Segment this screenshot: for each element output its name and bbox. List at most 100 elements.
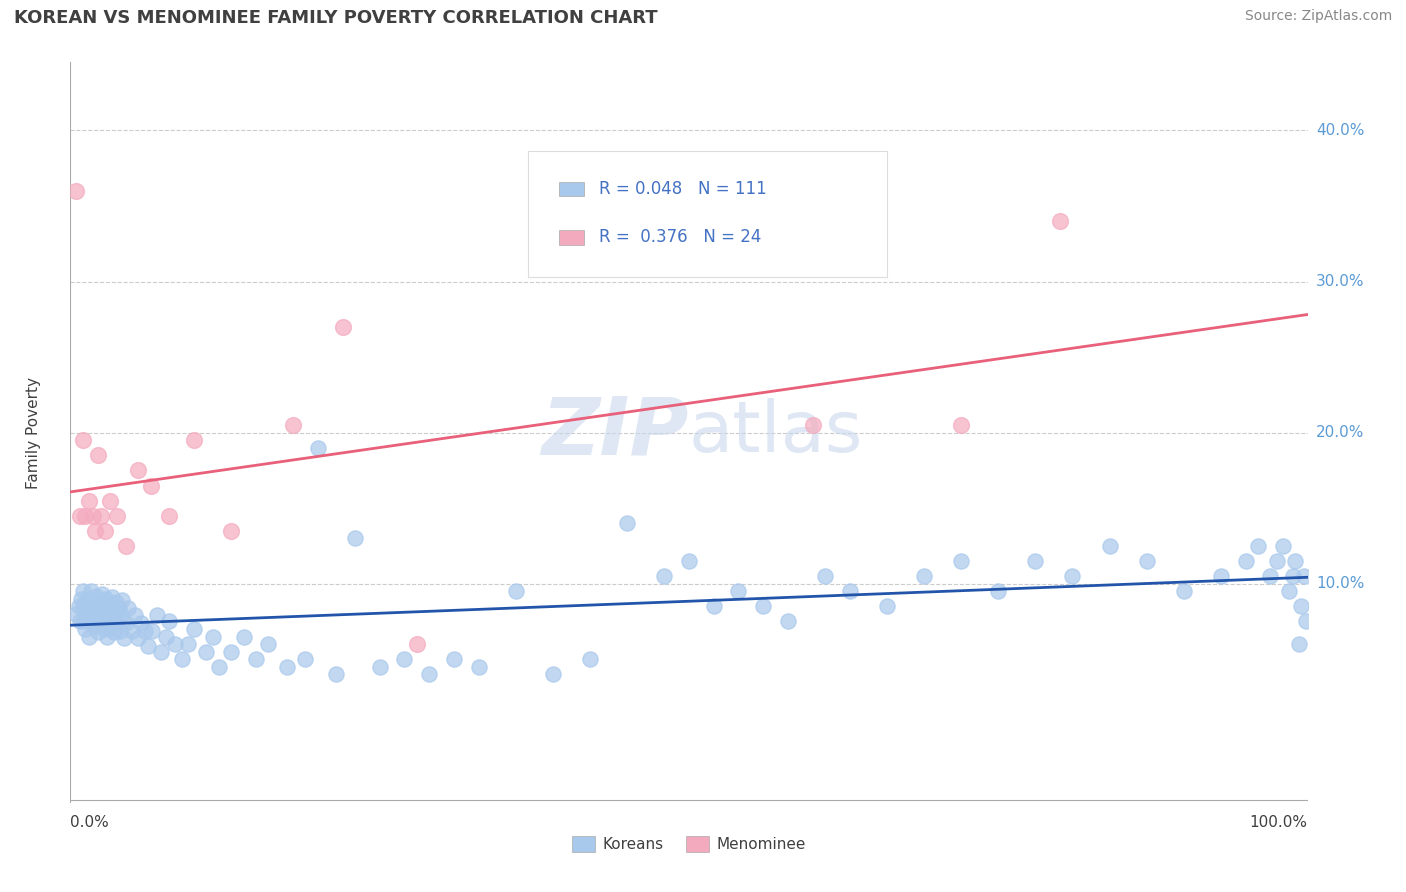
Point (541, 667, 564, 681)
Text: 20.0%: 20.0% (1316, 425, 1364, 440)
Point (276, 660, 298, 674)
Point (1288, 637, 1310, 651)
Point (111, 593, 134, 607)
Text: 0.0%: 0.0% (70, 815, 110, 830)
Point (752, 599, 775, 614)
Text: 40.0%: 40.0% (1316, 123, 1364, 138)
Point (1271, 539, 1294, 553)
Point (87, 610, 110, 624)
Point (139, 478, 162, 492)
Point (90, 617, 112, 632)
Point (115, 615, 138, 630)
Point (103, 625, 125, 640)
Point (121, 624, 143, 638)
Legend: Koreans, Menominee: Koreans, Menominee (565, 830, 813, 858)
Point (117, 600, 139, 615)
Point (814, 569, 837, 583)
Point (876, 599, 898, 614)
Point (1284, 554, 1306, 568)
Point (84, 604, 107, 618)
Text: 10.0%: 10.0% (1316, 576, 1364, 591)
Text: 30.0%: 30.0% (1316, 274, 1364, 289)
Point (69, 615, 91, 629)
Point (89, 595, 111, 609)
Point (86, 625, 108, 640)
Point (75, 622, 97, 636)
Point (987, 584, 1010, 599)
Point (98, 621, 121, 635)
Point (467, 660, 489, 674)
Point (232, 630, 254, 644)
Point (157, 508, 180, 523)
Point (104, 610, 127, 624)
Point (96, 591, 118, 606)
Point (84, 619, 107, 633)
Point (86, 448, 108, 462)
Point (110, 608, 132, 623)
Point (94, 607, 117, 621)
Point (1234, 554, 1257, 568)
Text: Family Poverty: Family Poverty (25, 376, 41, 489)
Point (112, 631, 135, 645)
FancyBboxPatch shape (560, 182, 583, 196)
Point (325, 667, 347, 681)
Point (83, 595, 105, 609)
Text: KOREAN VS MENOMINEE FAMILY POVERTY CORRELATION CHART: KOREAN VS MENOMINEE FAMILY POVERTY CORRE… (14, 9, 658, 27)
Point (219, 645, 242, 659)
Point (1292, 569, 1315, 583)
Point (195, 645, 218, 659)
Point (84, 589, 107, 603)
Point (65, 607, 87, 621)
Point (65, 184, 87, 198)
Point (97, 599, 120, 614)
Point (1281, 569, 1303, 583)
Point (1291, 599, 1313, 614)
Point (177, 637, 200, 651)
Point (101, 591, 124, 605)
Point (77, 615, 100, 629)
FancyBboxPatch shape (560, 230, 583, 244)
Point (96, 630, 118, 644)
Point (776, 615, 799, 629)
Point (157, 615, 180, 629)
Point (1265, 554, 1288, 568)
Point (1098, 539, 1121, 553)
Point (127, 463, 149, 477)
Point (69, 508, 91, 523)
Point (950, 418, 973, 433)
Point (105, 508, 128, 523)
Point (183, 433, 205, 447)
Point (72, 599, 94, 614)
Point (1247, 539, 1270, 553)
Point (96, 615, 118, 629)
Point (75, 508, 97, 523)
Point (1295, 615, 1317, 629)
Text: ZIP: ZIP (541, 393, 689, 472)
Point (149, 645, 172, 659)
Point (91, 587, 114, 601)
Point (76, 591, 98, 606)
Point (1062, 569, 1084, 583)
Point (801, 418, 824, 433)
Point (201, 630, 224, 644)
Point (75, 607, 97, 621)
Point (98, 493, 121, 508)
Point (141, 624, 163, 638)
Point (90, 602, 112, 616)
Point (77, 630, 100, 644)
Point (93, 622, 115, 636)
Point (136, 639, 159, 653)
Point (950, 554, 973, 568)
Point (703, 599, 725, 614)
Point (84, 524, 107, 538)
Point (115, 539, 138, 553)
Point (72, 584, 94, 599)
Point (1024, 554, 1046, 568)
Point (245, 652, 267, 666)
Point (72, 433, 94, 447)
Point (183, 622, 205, 636)
Point (124, 608, 146, 623)
Point (1049, 214, 1071, 228)
Point (127, 631, 149, 645)
Point (134, 624, 156, 638)
